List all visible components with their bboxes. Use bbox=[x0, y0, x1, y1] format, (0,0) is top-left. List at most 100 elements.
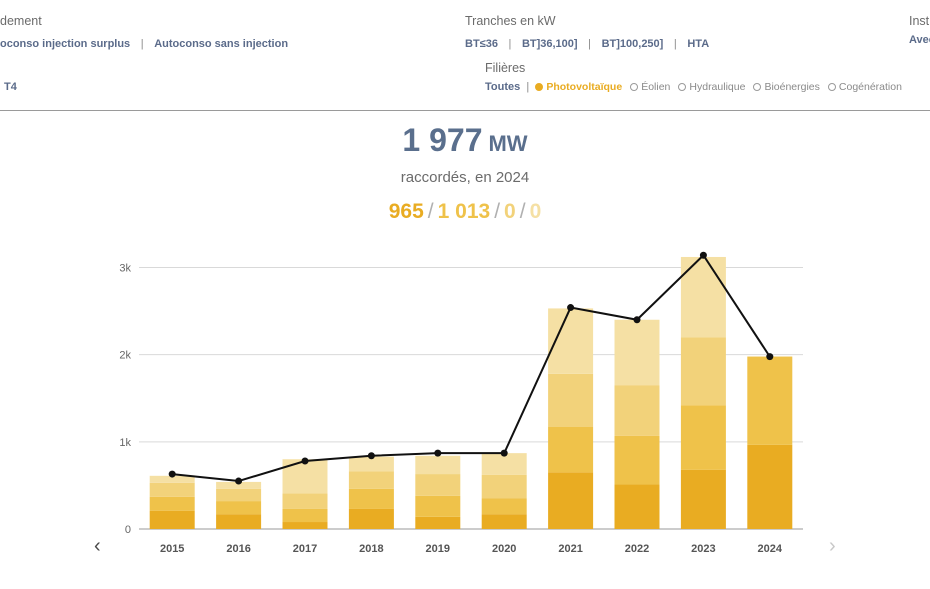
option-bt-100-250[interactable]: BT]100,250] bbox=[601, 38, 664, 50]
radio-selected-icon bbox=[535, 83, 544, 91]
line-point bbox=[567, 304, 575, 312]
separator: | bbox=[520, 81, 536, 93]
bar-segment bbox=[348, 456, 394, 472]
option-photovoltaique-label: Photovoltaïque bbox=[546, 81, 623, 93]
installation-filter-label: Inst bbox=[909, 14, 930, 28]
x-tick-label: 2019 bbox=[426, 543, 450, 555]
installation-option[interactable]: Avec bbox=[909, 34, 930, 46]
tranches-filter-label: Tranches en kW bbox=[465, 14, 556, 28]
bar-segment bbox=[415, 474, 461, 496]
bar-segment bbox=[282, 508, 328, 523]
x-tick-label: 2022 bbox=[625, 543, 649, 555]
line-point bbox=[367, 452, 375, 460]
bar-segment bbox=[481, 474, 527, 499]
separator: / bbox=[427, 200, 434, 223]
line-point bbox=[500, 449, 508, 457]
x-tick-label: 2020 bbox=[492, 543, 516, 555]
next-arrow-icon[interactable]: › bbox=[829, 535, 836, 557]
tranches-options: BT≤36 | BT]36,100] | BT]100,250] | HTA bbox=[465, 34, 709, 52]
x-tick-label: 2023 bbox=[691, 543, 715, 555]
option-autoconso-sans-injection[interactable]: Autoconso sans injection bbox=[154, 38, 289, 50]
bar-segment bbox=[216, 514, 262, 529]
option-cogeneration-label: Cogénération bbox=[838, 81, 902, 93]
bar-segment bbox=[680, 256, 726, 338]
total-capacity: 1 977 MW bbox=[0, 122, 930, 159]
bar-segment bbox=[548, 308, 594, 374]
line-point bbox=[633, 316, 641, 324]
bar-segment bbox=[149, 510, 195, 529]
x-tick-label: 2017 bbox=[293, 543, 317, 555]
option-autoconso-injection-surplus[interactable]: oconso injection surplus bbox=[0, 38, 131, 50]
radio-icon bbox=[678, 83, 687, 91]
breakdown-value-1: 965 bbox=[388, 200, 424, 223]
bar-segment bbox=[680, 469, 726, 529]
separator: / bbox=[494, 200, 501, 223]
trend-line bbox=[172, 253, 771, 483]
bar-segment bbox=[481, 498, 527, 515]
option-toutes[interactable]: Toutes bbox=[485, 81, 521, 93]
bar-segment bbox=[614, 319, 660, 386]
option-bioenergies-label: Bioénergies bbox=[764, 81, 820, 93]
bar-segment bbox=[548, 426, 594, 473]
bar-segment bbox=[548, 472, 594, 529]
x-tick-label: 2015 bbox=[160, 543, 184, 555]
bar-segment bbox=[149, 496, 195, 511]
bar-segment bbox=[348, 488, 394, 509]
y-tick-label: 2k bbox=[119, 350, 131, 362]
breakdown: 965/1 013/0/0 bbox=[0, 200, 930, 224]
bar-segment bbox=[149, 482, 195, 497]
option-hta[interactable]: HTA bbox=[687, 38, 710, 50]
bar-segment bbox=[282, 459, 328, 494]
option-t4[interactable]: T4 bbox=[4, 81, 17, 93]
separator: | bbox=[582, 38, 598, 50]
x-tick-label: 2024 bbox=[758, 543, 783, 555]
bar-segment bbox=[548, 373, 594, 427]
option-eolien[interactable]: Éolien bbox=[630, 81, 670, 93]
bar-segment bbox=[149, 475, 195, 483]
total-unit: MW bbox=[488, 131, 528, 156]
bar-segment bbox=[680, 337, 726, 406]
bar-segment bbox=[614, 484, 660, 529]
radio-icon bbox=[630, 83, 639, 91]
filieres-filter-label: Filières bbox=[485, 61, 526, 75]
option-photovoltaique[interactable]: Photovoltaïque bbox=[535, 81, 622, 93]
radio-icon bbox=[827, 83, 836, 91]
header-divider bbox=[0, 110, 930, 111]
x-tick-label: 2021 bbox=[558, 543, 582, 555]
bar-segment bbox=[747, 356, 793, 445]
y-tick-label: 1k bbox=[119, 437, 131, 449]
bar-segment bbox=[415, 516, 461, 529]
line-point bbox=[301, 457, 309, 465]
option-hydraulique[interactable]: Hydraulique bbox=[678, 81, 745, 93]
bar-segment bbox=[614, 385, 660, 436]
line-point bbox=[434, 449, 442, 457]
bar-segment bbox=[216, 488, 262, 502]
breakdown-value-4: 0 bbox=[529, 200, 542, 223]
bar-segment bbox=[282, 493, 328, 509]
x-tick-label: 2018 bbox=[359, 543, 383, 555]
line-point bbox=[168, 470, 176, 478]
option-bt-36-100[interactable]: BT]36,100] bbox=[521, 38, 578, 50]
bar-segment bbox=[747, 444, 793, 529]
raccordement-options: oconso injection surplus | Autoconso san… bbox=[0, 34, 288, 52]
line-point bbox=[699, 251, 707, 259]
raccordement-filter-label: dement bbox=[0, 14, 42, 28]
option-bt-36[interactable]: BT≤36 bbox=[465, 38, 498, 50]
bar-segment bbox=[680, 405, 726, 470]
bar-segment bbox=[216, 501, 262, 515]
option-hydraulique-label: Hydraulique bbox=[689, 81, 746, 93]
line-point bbox=[766, 353, 774, 361]
x-tick-label: 2016 bbox=[226, 543, 250, 555]
option-bioenergies[interactable]: Bioénergies bbox=[753, 81, 820, 93]
bar-segment bbox=[415, 495, 461, 517]
total-subtitle: raccordés, en 2024 bbox=[400, 169, 530, 186]
separator: | bbox=[134, 38, 150, 50]
bar-segment bbox=[415, 455, 461, 475]
prev-arrow-icon[interactable]: ‹ bbox=[94, 535, 101, 557]
radio-icon bbox=[753, 83, 762, 91]
total-value: 1 977 bbox=[402, 122, 483, 158]
y-tick-label: 0 bbox=[125, 524, 131, 536]
bar-segment bbox=[348, 508, 394, 529]
option-cogeneration[interactable]: Cogénération bbox=[827, 81, 902, 93]
bar-segment bbox=[216, 481, 262, 489]
